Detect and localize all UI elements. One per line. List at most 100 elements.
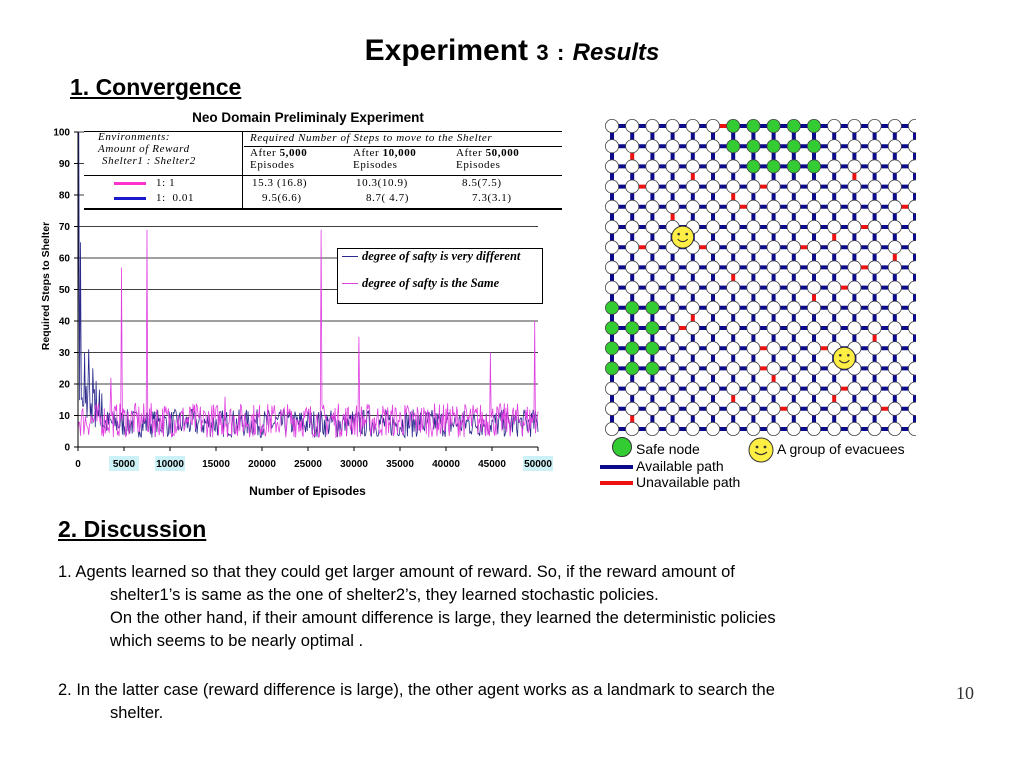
map-node bbox=[706, 381, 721, 396]
map-node bbox=[685, 179, 700, 194]
map-node bbox=[706, 220, 721, 235]
map-node bbox=[746, 179, 761, 194]
safe-node bbox=[806, 159, 821, 174]
safe-node bbox=[604, 361, 619, 376]
discussion-p2-line2: shelter. bbox=[110, 704, 164, 722]
map-node bbox=[867, 280, 882, 295]
map-node bbox=[827, 159, 842, 174]
map-node bbox=[806, 300, 821, 315]
map-node bbox=[685, 381, 700, 396]
map-node bbox=[685, 421, 700, 436]
safe-node bbox=[645, 300, 660, 315]
map-node bbox=[867, 220, 882, 235]
map-node bbox=[706, 341, 721, 356]
map-node bbox=[726, 381, 741, 396]
discussion-p1-line1: 1. Agents learned so that they could get… bbox=[58, 563, 735, 581]
map-node bbox=[746, 199, 761, 214]
x-tick-label: 20000 bbox=[248, 459, 276, 470]
table-env-header: Environments: Amount of Reward Shelter1 … bbox=[86, 131, 243, 209]
map-node bbox=[827, 139, 842, 154]
map-node bbox=[786, 260, 801, 275]
map-node bbox=[706, 280, 721, 295]
map-node bbox=[887, 118, 902, 133]
map-node bbox=[625, 421, 640, 436]
map-node bbox=[786, 401, 801, 416]
y-tick-label: 90 bbox=[59, 159, 71, 170]
map-node bbox=[665, 320, 680, 335]
map-node bbox=[766, 381, 781, 396]
map-node bbox=[827, 320, 842, 335]
table-row-swatch bbox=[114, 197, 146, 200]
map-node bbox=[706, 401, 721, 416]
map-node bbox=[786, 320, 801, 335]
discussion-p1-line4: which seems to be nearly optimal . bbox=[110, 632, 364, 650]
map-node bbox=[685, 118, 700, 133]
map-node bbox=[665, 300, 680, 315]
safe-node bbox=[766, 139, 781, 154]
map-node bbox=[908, 381, 916, 396]
safe-node bbox=[625, 320, 640, 335]
map-node bbox=[908, 341, 916, 356]
map-node bbox=[847, 220, 862, 235]
map-node bbox=[806, 220, 821, 235]
y-tick-label: 30 bbox=[59, 348, 71, 359]
y-tick-label: 80 bbox=[59, 191, 71, 202]
map-node bbox=[726, 199, 741, 214]
y-tick-label: 100 bbox=[53, 128, 70, 139]
x-tick-label: 5000 bbox=[113, 459, 136, 470]
evacuee-group-icon bbox=[671, 225, 695, 249]
map-node bbox=[726, 320, 741, 335]
safe-node bbox=[645, 320, 660, 335]
safe-node bbox=[625, 300, 640, 315]
map-node bbox=[908, 422, 916, 436]
map-node bbox=[806, 179, 821, 194]
map-node bbox=[746, 240, 761, 255]
chart-legend: degree of safty is very different degree… bbox=[337, 248, 543, 304]
map-node bbox=[908, 119, 916, 133]
table-cell: 7.3(3.1) bbox=[472, 192, 512, 204]
map-node bbox=[645, 240, 660, 255]
map-node bbox=[726, 240, 741, 255]
map-node bbox=[887, 280, 902, 295]
map-node bbox=[908, 280, 916, 295]
y-tick-label: 60 bbox=[59, 254, 71, 265]
map-node bbox=[726, 220, 741, 235]
safe-node bbox=[604, 300, 619, 315]
map-node bbox=[604, 199, 619, 214]
available-path-swatch bbox=[600, 465, 633, 469]
map-node bbox=[665, 381, 680, 396]
map-node bbox=[867, 118, 882, 133]
map-node bbox=[625, 139, 640, 154]
x-tick-label: 40000 bbox=[432, 459, 460, 470]
y-tick-label: 10 bbox=[59, 411, 71, 422]
map-node bbox=[786, 300, 801, 315]
map-node bbox=[827, 421, 842, 436]
map-node bbox=[847, 159, 862, 174]
discussion-p1-line3: On the other hand, if their amount diffe… bbox=[110, 609, 776, 627]
map-node bbox=[867, 240, 882, 255]
table-cell: 8.7( 4.7) bbox=[366, 192, 409, 204]
map-node bbox=[827, 118, 842, 133]
map-node bbox=[827, 260, 842, 275]
map-node bbox=[726, 280, 741, 295]
map-node bbox=[604, 401, 619, 416]
y-tick-label: 70 bbox=[59, 222, 71, 233]
map-node bbox=[625, 199, 640, 214]
map-node bbox=[685, 159, 700, 174]
map-node bbox=[625, 118, 640, 133]
map-node bbox=[908, 321, 916, 335]
title-number: 3 bbox=[536, 40, 549, 65]
map-node bbox=[867, 139, 882, 154]
map-node bbox=[766, 361, 781, 376]
map-node bbox=[887, 381, 902, 396]
section-convergence: 1. Convergence bbox=[70, 74, 242, 100]
map-node bbox=[827, 220, 842, 235]
map-node bbox=[645, 179, 660, 194]
map-node bbox=[706, 159, 721, 174]
map-node bbox=[806, 199, 821, 214]
map-node bbox=[665, 341, 680, 356]
y-tick-label: 40 bbox=[59, 317, 71, 328]
map-node bbox=[766, 401, 781, 416]
map-node bbox=[766, 240, 781, 255]
safe-node bbox=[806, 118, 821, 133]
